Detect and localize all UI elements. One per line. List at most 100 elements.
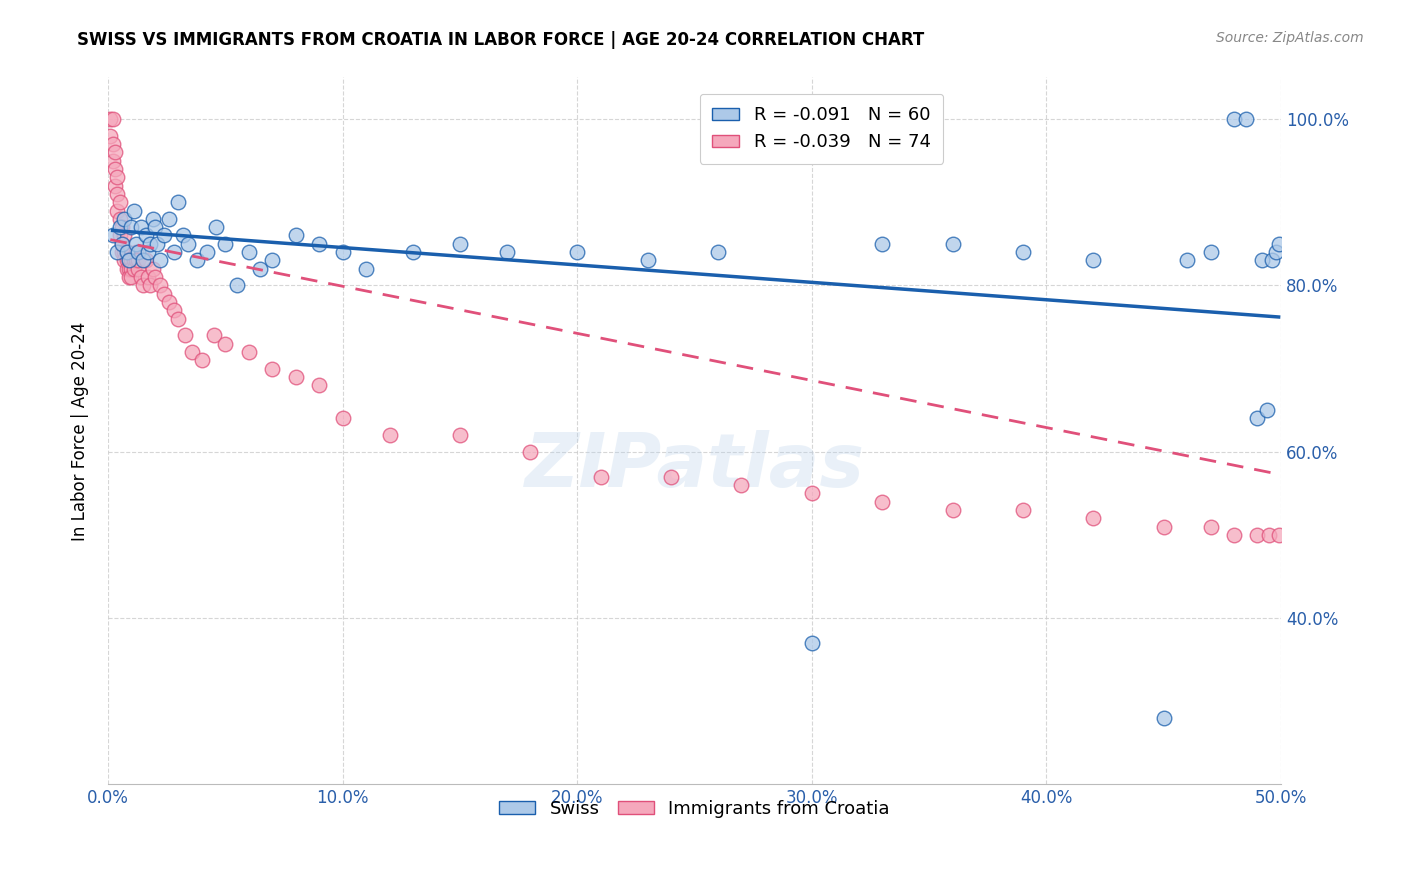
Point <box>1258 528 1281 542</box>
Point <box>870 494 893 508</box>
Point <box>127 261 149 276</box>
Point <box>284 370 307 384</box>
Point <box>105 186 128 201</box>
Point <box>172 228 194 243</box>
Point <box>105 203 128 218</box>
Point <box>308 378 330 392</box>
Point <box>402 245 425 260</box>
Point <box>214 236 236 251</box>
Point <box>115 253 138 268</box>
Point <box>167 195 190 210</box>
Point <box>122 253 145 268</box>
Point <box>136 245 159 260</box>
Point <box>174 328 197 343</box>
Point <box>284 228 307 243</box>
Point <box>101 228 124 243</box>
Point <box>163 245 186 260</box>
Point <box>139 278 162 293</box>
Point <box>135 228 157 243</box>
Point <box>167 311 190 326</box>
Point <box>226 278 249 293</box>
Point <box>495 245 517 260</box>
Point <box>98 112 121 126</box>
Point <box>112 253 135 268</box>
Legend: Swiss, Immigrants from Croatia: Swiss, Immigrants from Croatia <box>492 792 897 825</box>
Point <box>157 295 180 310</box>
Point <box>238 345 260 359</box>
Point <box>1153 711 1175 725</box>
Point <box>1223 528 1246 542</box>
Point <box>136 270 159 285</box>
Point <box>941 503 963 517</box>
Point <box>122 261 145 276</box>
Point <box>195 245 218 260</box>
Point <box>108 220 131 235</box>
Point <box>1267 236 1289 251</box>
Point <box>125 245 148 260</box>
Point <box>104 161 127 176</box>
Point <box>1246 528 1268 542</box>
Point <box>1012 245 1035 260</box>
Point <box>129 220 152 235</box>
Y-axis label: In Labor Force | Age 20-24: In Labor Force | Age 20-24 <box>72 321 89 541</box>
Point <box>941 236 963 251</box>
Point <box>112 228 135 243</box>
Point <box>214 336 236 351</box>
Point <box>1083 511 1105 525</box>
Point <box>181 345 204 359</box>
Point <box>1251 253 1274 268</box>
Point <box>120 261 142 276</box>
Point <box>1153 519 1175 533</box>
Point <box>105 170 128 185</box>
Point <box>108 195 131 210</box>
Point <box>1267 528 1289 542</box>
Point <box>191 353 214 368</box>
Point <box>108 228 131 243</box>
Point <box>142 261 165 276</box>
Point <box>118 253 141 268</box>
Point <box>800 486 823 500</box>
Point <box>108 211 131 226</box>
Point <box>730 478 752 492</box>
Point <box>1083 253 1105 268</box>
Point <box>149 278 172 293</box>
Point <box>153 286 176 301</box>
Point <box>98 128 121 143</box>
Point <box>1223 112 1246 126</box>
Point <box>118 261 141 276</box>
Point <box>127 245 149 260</box>
Point <box>1199 519 1222 533</box>
Point <box>1175 253 1198 268</box>
Point <box>120 220 142 235</box>
Point <box>1199 245 1222 260</box>
Point <box>112 245 135 260</box>
Point <box>111 236 134 251</box>
Point <box>589 469 612 483</box>
Point <box>1012 503 1035 517</box>
Point <box>1246 411 1268 425</box>
Point <box>118 270 141 285</box>
Point <box>637 253 659 268</box>
Text: ZIPatlas: ZIPatlas <box>524 430 865 503</box>
Point <box>800 636 823 650</box>
Point <box>707 245 730 260</box>
Point <box>332 411 354 425</box>
Point <box>177 236 200 251</box>
Point <box>149 253 172 268</box>
Point <box>146 236 169 251</box>
Point <box>449 236 471 251</box>
Point <box>115 261 138 276</box>
Point <box>1234 112 1257 126</box>
Point <box>262 361 284 376</box>
Point <box>249 261 271 276</box>
Point <box>378 428 401 442</box>
Point <box>1256 403 1278 417</box>
Point <box>163 303 186 318</box>
Point <box>111 236 134 251</box>
Point <box>567 245 589 260</box>
Point <box>127 253 149 268</box>
Point <box>122 203 145 218</box>
Point <box>125 236 148 251</box>
Point <box>262 253 284 268</box>
Point <box>125 253 148 268</box>
